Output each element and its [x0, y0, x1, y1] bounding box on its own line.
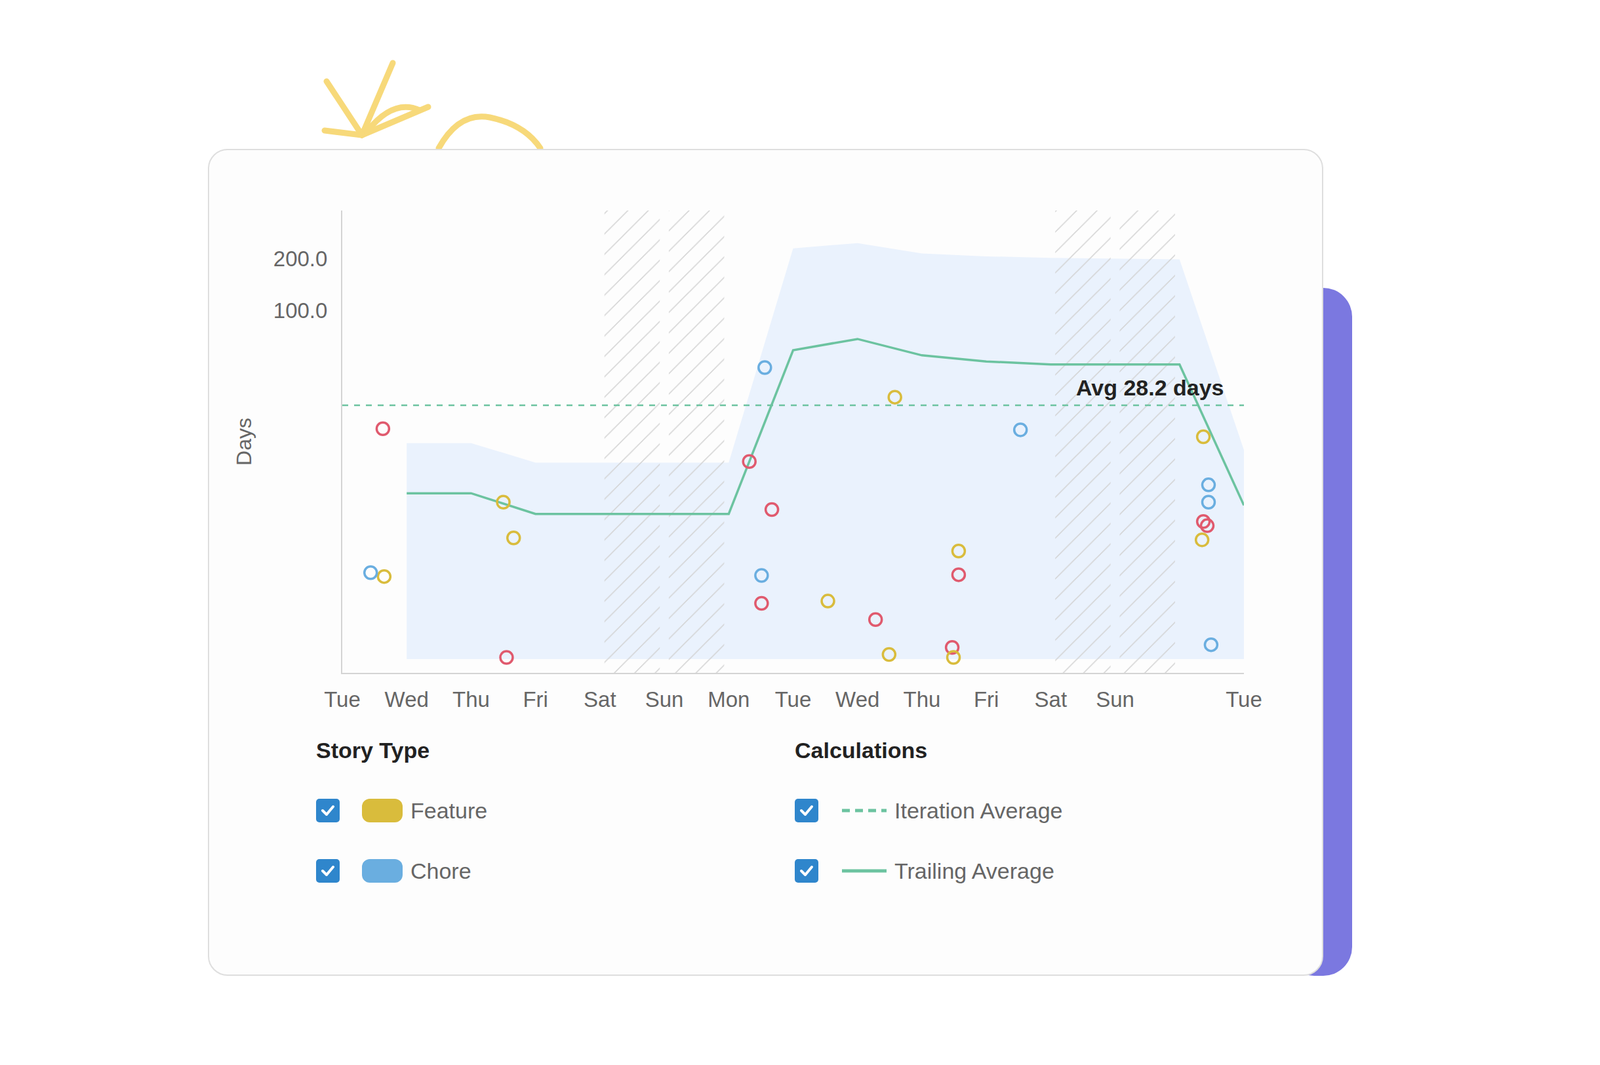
html-text:Feature: Feature — [410, 797, 488, 823]
svg-text:Tue: Tue — [1225, 687, 1263, 712]
svg-text:Wed: Wed — [384, 687, 429, 712]
svg-text:Sun: Sun — [1095, 687, 1135, 712]
svg-text:Fri: Fri — [522, 687, 548, 712]
svg-text:Sat: Sat — [1034, 687, 1068, 712]
svg-text:Thu: Thu — [902, 687, 941, 712]
html-text:Trailing Average: Trailing Average — [894, 858, 1055, 883]
html-text:Iteration Average: Iteration Average — [894, 797, 1063, 823]
svg-text:Thu: Thu — [452, 687, 490, 712]
svg-text:Sat: Sat — [583, 687, 617, 712]
svg-text:Tue: Tue — [775, 687, 812, 712]
svg-text:Avg 28.2 days: Avg 28.2 days — [1076, 375, 1225, 400]
svg-text:Sun: Sun — [645, 687, 684, 712]
svg-text:Mon: Mon — [707, 687, 750, 712]
svg-text:Wed: Wed — [835, 687, 880, 712]
svg-text:Tue: Tue — [323, 687, 361, 712]
html-text:Chore: Chore — [410, 858, 472, 883]
html-text:Calculations: Calculations — [794, 737, 928, 763]
svg-text:200.0: 200.0 — [273, 246, 328, 271]
svg-text:Fri: Fri — [973, 687, 999, 712]
svg-text:Days: Days — [232, 417, 256, 466]
html-text:Story Type: Story Type — [316, 737, 430, 763]
svg-text:100.0: 100.0 — [273, 298, 328, 323]
